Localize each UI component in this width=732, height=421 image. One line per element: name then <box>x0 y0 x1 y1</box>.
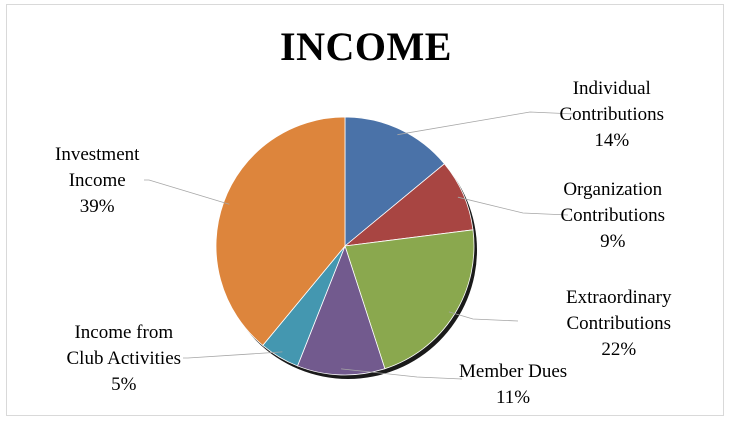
data-label-value: 9% <box>600 231 626 252</box>
data-label-value: 5% <box>111 374 137 395</box>
leader-line-2 <box>457 196 569 216</box>
data-label-value: 22% <box>601 339 637 360</box>
data-label-category-line: Investment <box>55 144 140 165</box>
data-label-category-line: Contributions <box>560 205 666 226</box>
data-label-category-line: Individual <box>572 78 651 99</box>
data-label-5: Income from Club Activities 5% <box>67 320 182 398</box>
data-label-2: Organization Contributions 9% <box>561 177 666 255</box>
leader-line-6 <box>144 179 230 205</box>
chart-title: INCOME <box>280 24 452 69</box>
pie-slice-1 <box>344 116 445 247</box>
data-label-value: 11% <box>496 387 531 408</box>
data-label-category-line: Organization <box>563 179 663 200</box>
leader-line-5 <box>183 351 283 359</box>
pie-slice-3 <box>344 229 475 370</box>
leader-line-1 <box>397 111 576 136</box>
leader-line-4 <box>341 368 463 380</box>
data-label-value: 14% <box>594 130 630 151</box>
data-label-4: Member Dues 11% <box>459 359 567 411</box>
data-label-category-line: Contributions <box>566 313 672 334</box>
data-label-category-line: Extraordinary <box>566 287 672 308</box>
data-label-value: 39% <box>79 196 115 217</box>
leader-line-3 <box>448 311 519 322</box>
data-label-category-line: Club Activities <box>66 348 182 369</box>
pie-slice-4 <box>296 244 386 376</box>
data-label-6: Investment Income 39% <box>55 142 139 220</box>
data-label-category-line: Member Dues <box>459 361 568 382</box>
data-label-1: Individual Contributions 14% <box>560 76 665 154</box>
data-label-category-line: Income from <box>74 322 174 343</box>
data-label-category-line: Income <box>68 170 126 191</box>
data-label-category-line: Contributions <box>559 104 665 125</box>
chart-border <box>6 4 724 416</box>
data-label-3: Extraordinary Contributions 22% <box>566 285 672 363</box>
